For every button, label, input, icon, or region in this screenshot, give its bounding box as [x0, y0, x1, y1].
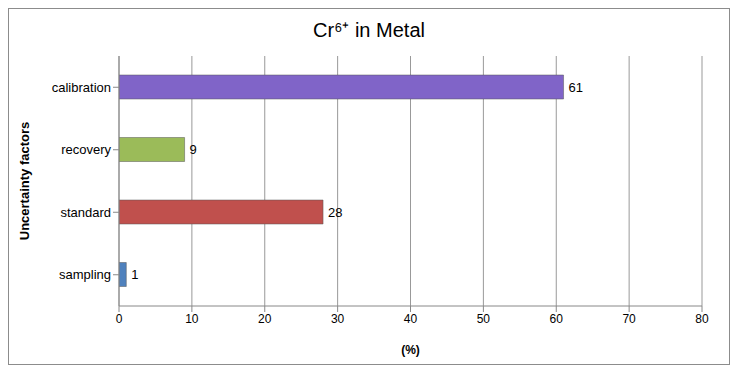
svg-text:(%): (%) [401, 343, 420, 357]
svg-text:61: 61 [569, 80, 583, 95]
svg-text:28: 28 [328, 205, 342, 220]
svg-text:80: 80 [695, 312, 709, 326]
svg-text:40: 40 [404, 312, 418, 326]
svg-text:70: 70 [622, 312, 636, 326]
svg-text:recovery: recovery [61, 142, 111, 157]
svg-text:50: 50 [477, 312, 491, 326]
svg-text:standard: standard [60, 205, 111, 220]
svg-text:20: 20 [258, 312, 272, 326]
svg-text:9: 9 [190, 142, 197, 157]
svg-text:sampling: sampling [59, 267, 111, 282]
svg-text:Uncertainty factors: Uncertainty factors [17, 122, 32, 240]
svg-text:10: 10 [185, 312, 199, 326]
html-text:Cr⁶⁺ in Metal: Cr⁶⁺ in Metal [313, 19, 425, 41]
svg-text:0: 0 [116, 312, 123, 326]
svg-text:60: 60 [550, 312, 564, 326]
svg-text:30: 30 [331, 312, 345, 326]
svg-text:1: 1 [131, 267, 138, 282]
svg-text:calibration: calibration [52, 80, 111, 95]
